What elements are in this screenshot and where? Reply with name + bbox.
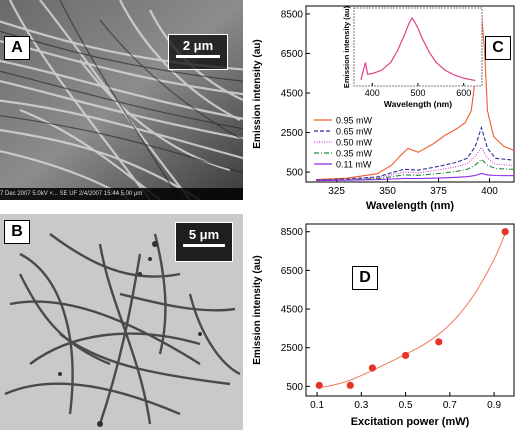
x-tick-label: 0.9 bbox=[487, 400, 501, 411]
x-axis-title: Wavelength (nm) bbox=[366, 200, 455, 212]
inset-x-tick-label: 500 bbox=[410, 88, 425, 98]
panel-label-a: A bbox=[4, 36, 30, 60]
x-tick-label: 350 bbox=[379, 186, 396, 197]
fit-curve bbox=[319, 233, 506, 389]
inset-x-axis-title: Wavelength (nm) bbox=[384, 99, 452, 109]
scale-bar-b-text: 5 μm bbox=[188, 227, 220, 242]
y-tick-label: 2500 bbox=[281, 128, 304, 139]
inset-frame bbox=[353, 7, 483, 87]
series-line-065mw bbox=[316, 125, 515, 181]
series-line-095mw bbox=[316, 13, 515, 181]
x-tick-label: 375 bbox=[430, 186, 447, 197]
y-axis-title: Emission intensity (au) bbox=[252, 255, 263, 364]
y-tick-label: 8500 bbox=[281, 227, 304, 238]
series-line-035mw bbox=[316, 158, 515, 181]
y-axis-title: Emission intensity (au) bbox=[252, 39, 263, 148]
x-tick-label: 400 bbox=[481, 186, 498, 197]
scale-bar-a-text: 2 μm bbox=[182, 38, 214, 53]
series-line-050mw bbox=[316, 146, 515, 181]
inset-y-axis-title: Emission intensity (au) bbox=[342, 5, 351, 88]
data-point bbox=[368, 364, 376, 372]
legend-label: 0.95 mW bbox=[336, 116, 373, 126]
panel-label-d: D bbox=[352, 266, 378, 290]
sem-nanowire-image bbox=[0, 0, 243, 200]
y-tick-label: 2500 bbox=[281, 343, 304, 354]
emission-spectra-chart: 325 350 375 400 500 2500 4500 6500 8500 Wavelengt… bbox=[252, 5, 515, 212]
plot-frame bbox=[305, 5, 515, 183]
y-tick-label: 8500 bbox=[281, 9, 304, 20]
x-tick-label: 0.3 bbox=[354, 400, 368, 411]
x-tick-label: 0.7 bbox=[443, 400, 457, 411]
scale-bar-b: 5 μm bbox=[175, 222, 233, 262]
x-tick-label: 325 bbox=[328, 186, 345, 197]
y-tick-label: 4500 bbox=[281, 89, 304, 100]
sem-footer: 7 Dec 2007 5.0kV ×... SE UF 2/4/2007 15:… bbox=[0, 188, 243, 200]
y-tick-label: 6500 bbox=[281, 266, 304, 277]
y-tick-label: 500 bbox=[286, 382, 303, 393]
plot-frame bbox=[305, 223, 515, 397]
inset-series-line bbox=[360, 16, 476, 82]
x-tick-label: 0.5 bbox=[399, 400, 413, 411]
panel-label-b: B bbox=[4, 220, 30, 244]
x-tick-label: 0.1 bbox=[310, 400, 324, 411]
data-point bbox=[401, 351, 410, 360]
legend-label: 0.50 mW bbox=[336, 138, 373, 148]
scale-bar-a: 2 μm bbox=[168, 34, 228, 70]
data-point bbox=[346, 381, 354, 389]
legend-label: 0.65 mW bbox=[336, 127, 373, 137]
series-line-011mw bbox=[316, 172, 515, 182]
tem-image-panel-b: B 5 μm bbox=[0, 214, 243, 430]
data-point bbox=[315, 381, 323, 389]
inset-x-tick-label: 600 bbox=[456, 88, 471, 98]
sem-image-panel-a: A 2 μm 7 Dec 2007 5.0kV ×... SE UF 2/4/2… bbox=[0, 0, 243, 200]
power-dependence-chart: 0.1 0.3 0.5 0.7 0.9 500 2500 4500 6500 8500 Excita… bbox=[252, 223, 515, 428]
y-tick-label: 6500 bbox=[281, 49, 304, 60]
panel-label-c: C bbox=[485, 36, 511, 60]
y-tick-label: 500 bbox=[286, 168, 303, 179]
data-point bbox=[501, 228, 509, 236]
legend-label: 0.35 mW bbox=[336, 149, 373, 159]
data-point bbox=[435, 338, 443, 346]
y-tick-label: 4500 bbox=[281, 305, 304, 316]
x-axis-title: Excitation power (mW) bbox=[351, 416, 470, 428]
legend-label: 0.11 mW bbox=[336, 160, 372, 170]
inset-x-tick-label: 400 bbox=[365, 88, 380, 98]
